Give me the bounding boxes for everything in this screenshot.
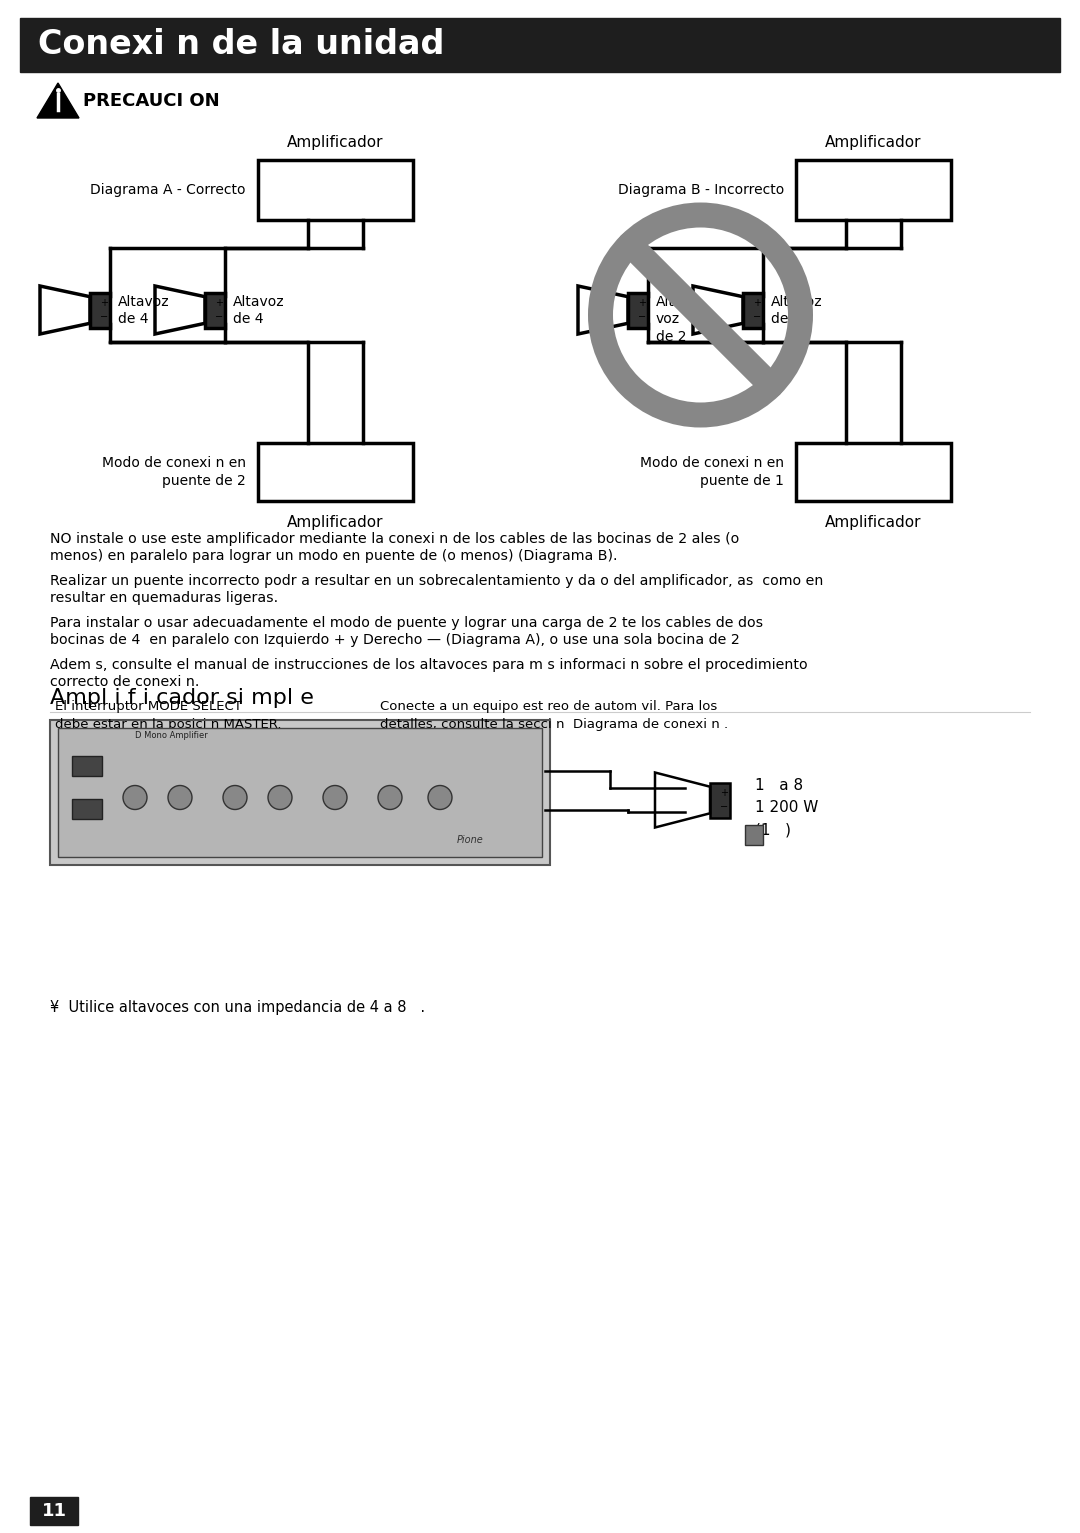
Bar bbox=[58, 728, 542, 857]
Polygon shape bbox=[37, 83, 79, 118]
Text: Diagrama B - Incorrecto: Diagrama B - Incorrecto bbox=[618, 182, 784, 198]
Text: Conexi n de la unidad: Conexi n de la unidad bbox=[38, 29, 444, 61]
Bar bbox=[745, 825, 762, 845]
Text: Diagrama A - Correcto: Diagrama A - Correcto bbox=[91, 182, 246, 198]
Bar bbox=[627, 293, 648, 328]
Text: El interruptor MODE SELECT
debe estar en la posici n MASTER.: El interruptor MODE SELECT debe estar en… bbox=[55, 701, 282, 731]
Circle shape bbox=[168, 785, 192, 809]
Text: Altavoz
de 4: Altavoz de 4 bbox=[233, 294, 285, 327]
Text: −: − bbox=[753, 313, 761, 322]
Circle shape bbox=[323, 785, 347, 809]
Text: +: + bbox=[215, 297, 222, 308]
Text: Amplificador: Amplificador bbox=[287, 135, 383, 150]
Text: resultar en quemaduras ligeras.: resultar en quemaduras ligeras. bbox=[50, 592, 279, 606]
Circle shape bbox=[123, 785, 147, 809]
Bar bbox=[710, 782, 730, 817]
Text: Amplificador: Amplificador bbox=[825, 515, 921, 530]
Circle shape bbox=[268, 785, 292, 809]
Circle shape bbox=[222, 785, 247, 809]
Text: Ampl i f i cador si mpl e: Ampl i f i cador si mpl e bbox=[50, 688, 314, 708]
Bar bbox=[21, 18, 1059, 72]
Text: ¥  Utilice altavoces con una impedancia de 4 a 8   .: ¥ Utilice altavoces con una impedancia d… bbox=[50, 1000, 426, 1015]
Text: +: + bbox=[638, 297, 646, 308]
Bar bbox=[72, 756, 102, 776]
Text: Adem s, consulte el manual de instrucciones de los altavoces para m s informaci : Adem s, consulte el manual de instruccio… bbox=[50, 658, 808, 671]
Bar bbox=[72, 799, 102, 819]
Text: Altavoz
de 4: Altavoz de 4 bbox=[118, 294, 170, 327]
Text: −: − bbox=[215, 313, 222, 322]
Text: bocinas de 4  en paralelo con Izquierdo + y Derecho — (Diagrama A), o use una so: bocinas de 4 en paralelo con Izquierdo +… bbox=[50, 633, 740, 647]
Text: Alta-
voz
de 2: Alta- voz de 2 bbox=[656, 294, 688, 343]
Text: PRECAUCI ON: PRECAUCI ON bbox=[83, 92, 219, 109]
Bar bbox=[30, 1498, 78, 1525]
Bar bbox=[258, 159, 413, 221]
Text: Amplificador: Amplificador bbox=[287, 515, 383, 530]
Bar bbox=[205, 293, 225, 328]
Text: correcto de conexi n.: correcto de conexi n. bbox=[50, 675, 200, 688]
Text: NO instale o use este amplificador mediante la conexi n de los cables de las boc: NO instale o use este amplificador media… bbox=[50, 532, 739, 546]
Text: Amplificador: Amplificador bbox=[825, 135, 921, 150]
Text: Conecte a un equipo est reo de autom vil. Para los
detalles, consulte la secci n: Conecte a un equipo est reo de autom vil… bbox=[380, 701, 728, 731]
Text: Pione: Pione bbox=[457, 835, 484, 845]
Text: Realizar un puente incorrecto podr a resultar en un sobrecalentamiento y da o de: Realizar un puente incorrecto podr a res… bbox=[50, 573, 823, 589]
Bar bbox=[50, 721, 550, 865]
Circle shape bbox=[378, 785, 402, 809]
Text: Modo de conexi n en
puente de 1: Modo de conexi n en puente de 1 bbox=[640, 455, 784, 487]
Text: +: + bbox=[753, 297, 761, 308]
Text: menos) en paralelo para lograr un modo en puente de (o menos) (Diagrama B).: menos) en paralelo para lograr un modo e… bbox=[50, 549, 618, 563]
Text: Para instalar o usar adecuadamente el modo de puente y lograr una carga de 2 te : Para instalar o usar adecuadamente el mo… bbox=[50, 616, 764, 630]
Bar bbox=[796, 443, 951, 501]
Text: 11: 11 bbox=[41, 1502, 67, 1521]
Bar bbox=[258, 443, 413, 501]
Text: −: − bbox=[720, 802, 728, 812]
Bar bbox=[743, 293, 762, 328]
Text: 1   a 8
1 200 W
(1   ): 1 a 8 1 200 W (1 ) bbox=[755, 779, 819, 837]
Circle shape bbox=[428, 785, 453, 809]
Text: −: − bbox=[638, 313, 646, 322]
Text: −: − bbox=[99, 313, 108, 322]
Bar bbox=[90, 293, 110, 328]
Text: Modo de conexi n en
puente de 2: Modo de conexi n en puente de 2 bbox=[102, 455, 246, 487]
Text: D Mono Amplifier: D Mono Amplifier bbox=[135, 731, 207, 739]
Bar bbox=[796, 159, 951, 221]
Text: Altavoz
de 2: Altavoz de 2 bbox=[771, 294, 823, 327]
Text: +: + bbox=[720, 788, 728, 799]
Text: +: + bbox=[100, 297, 108, 308]
